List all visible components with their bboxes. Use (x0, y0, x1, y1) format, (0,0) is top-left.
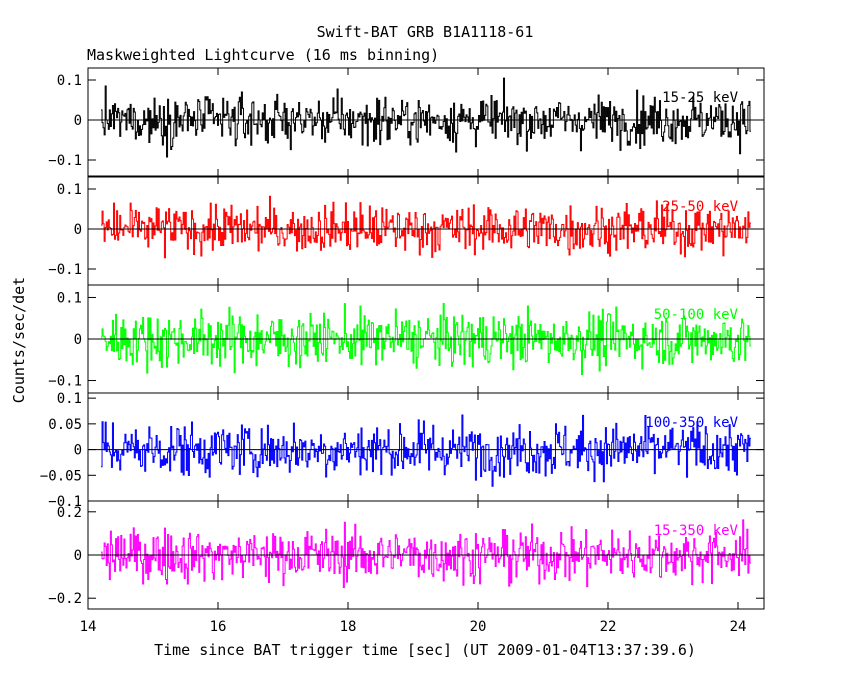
chart-title: Swift-BAT GRB B1A1118-61 (317, 23, 534, 41)
y-tick-label-3-3: −0.05 (40, 468, 82, 484)
series-line-4 (101, 519, 751, 588)
series-line-0 (101, 77, 751, 158)
series-line-2 (101, 303, 751, 376)
y-tick-label-3-0: 0.1 (57, 391, 82, 407)
y-tick-label-2-0: 0.1 (57, 290, 82, 306)
panel-frame-0 (87, 67, 765, 177)
x-tick-label-3: 20 (470, 619, 487, 635)
band-label-3: 100-350 keV (645, 415, 738, 431)
y-tick-label-1-0: 0.1 (57, 182, 82, 198)
y-tick-label-0-1: 0 (74, 113, 82, 129)
y-tick-label-1-1: 0 (74, 222, 82, 238)
band-label-1: 25-50 keV (662, 199, 738, 215)
y-tick-label-3-2: 0 (74, 443, 82, 459)
panel-4: 0.2 0 −0.2 15-350 keV (48, 500, 765, 610)
y-tick-label-4-1: 0 (74, 548, 82, 564)
x-axis-label: Time since BAT trigger time [sec] (UT 20… (154, 641, 696, 659)
chart-subtitle: Maskweighted Lightcurve (16 ms binning) (87, 46, 439, 64)
band-label-4: 15-350 keV (654, 523, 739, 539)
y-tick-label-1-2: −0.1 (48, 262, 82, 278)
band-label-2: 50-100 keV (654, 307, 739, 323)
y-tick-label-0-0: 0.1 (57, 73, 82, 89)
panels-group: 0.1 0 −0.1 15-25 keV 0.1 0 −0.1 25-50 keV 0.1 0 −0… (40, 67, 765, 635)
y-tick-label-3-1: 0.05 (48, 417, 82, 433)
panel-1: 0.1 0 −0.1 25-50 keV (48, 176, 765, 286)
x-tick-label-0: 14 (80, 619, 97, 635)
panel-0: 0.1 0 −0.1 15-25 keV (48, 67, 765, 177)
y-tick-label-4-0: 0.2 (57, 505, 82, 521)
y-axis-label: Counts/sec/det (10, 277, 28, 403)
series-line-1 (101, 195, 751, 259)
panel-3: 0.1 0.05 0 −0.05 −0.1 100-350 keV (40, 391, 765, 510)
x-tick-label-5: 24 (730, 619, 747, 635)
y-tick-label-2-1: 0 (74, 332, 82, 348)
y-tick-label-2-2: −0.1 (48, 374, 82, 390)
series-line-3 (101, 414, 751, 487)
y-tick-label-3-4: −0.1 (48, 494, 82, 510)
y-tick-label-0-2: −0.1 (48, 153, 82, 169)
x-tick-label-4: 22 (600, 619, 617, 635)
x-tick-label-1: 16 (210, 619, 227, 635)
y-tick-label-4-2: −0.2 (48, 591, 82, 607)
band-label-0: 15-25 keV (662, 90, 738, 106)
x-tick-label-2: 18 (340, 619, 357, 635)
